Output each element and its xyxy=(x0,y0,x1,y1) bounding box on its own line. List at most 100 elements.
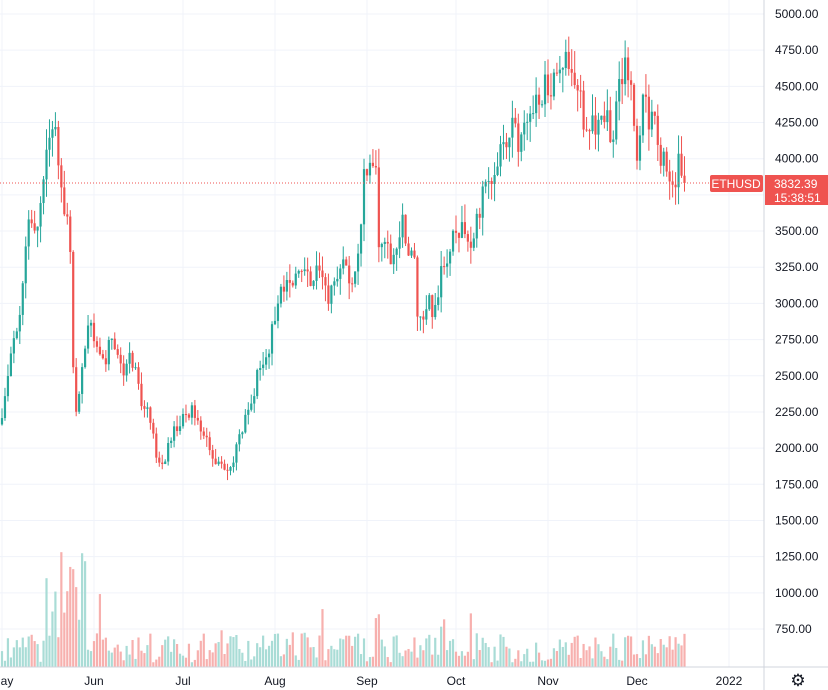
candle-body xyxy=(48,137,51,150)
volume-bar xyxy=(285,638,288,667)
volume-bar xyxy=(487,647,490,667)
volume-bar xyxy=(362,638,366,667)
volume-bar xyxy=(146,645,149,667)
volume-bar xyxy=(33,641,36,667)
grid xyxy=(0,0,764,667)
volume-bar xyxy=(463,655,467,667)
volume-bar xyxy=(223,654,226,667)
candle-body xyxy=(318,265,321,271)
volume-bar xyxy=(561,646,564,667)
candle-body xyxy=(650,111,653,130)
candle-body xyxy=(356,253,360,272)
volume-bar xyxy=(484,642,487,667)
candle-body xyxy=(104,358,107,365)
volume-bar xyxy=(318,635,321,667)
volume-bar xyxy=(576,635,579,667)
candle-body xyxy=(368,162,372,176)
candle-body xyxy=(24,246,27,284)
candle-body xyxy=(674,184,677,188)
volume-bar xyxy=(434,637,437,667)
candle-body xyxy=(371,162,375,167)
volume-bar xyxy=(546,659,550,667)
volume-bar xyxy=(232,637,235,667)
volume-bar xyxy=(457,655,461,667)
candle-body xyxy=(333,281,336,286)
volume-bar xyxy=(137,637,140,667)
candle-body xyxy=(446,263,449,267)
candle-body xyxy=(517,123,520,152)
candle-body xyxy=(683,175,686,184)
volume-bar xyxy=(116,644,119,667)
candle-body xyxy=(256,369,259,397)
candle-body xyxy=(66,214,69,217)
candle-body xyxy=(413,250,416,258)
candle-body xyxy=(45,149,48,180)
volume-bar xyxy=(647,635,650,667)
volume-bar xyxy=(270,640,274,667)
gear-icon[interactable]: ⚙ xyxy=(790,671,805,690)
candle-body xyxy=(549,95,553,97)
volume-bar xyxy=(119,651,122,667)
volume-bar xyxy=(149,633,152,667)
y-tick-label: 2750.00 xyxy=(775,333,819,347)
volume-bar xyxy=(190,662,194,667)
volume-bar xyxy=(570,642,573,667)
candle-body xyxy=(567,51,570,69)
volume-bar xyxy=(549,658,553,667)
volume-bar xyxy=(662,644,665,667)
candle-body xyxy=(158,457,161,463)
volume-bar xyxy=(683,633,686,667)
volume-bar xyxy=(247,640,250,667)
settings-button[interactable]: ⚙ xyxy=(783,668,813,690)
candle-body xyxy=(463,222,467,235)
volume-bar xyxy=(45,578,48,667)
volume-bar xyxy=(36,644,39,667)
candle-body xyxy=(81,367,84,394)
volume-bar xyxy=(333,649,336,667)
volume-bar xyxy=(170,651,173,667)
candle-body xyxy=(211,450,214,459)
symbol-label[interactable]: ETHUSD xyxy=(710,175,763,192)
volume-bar xyxy=(511,662,514,667)
volume-bar xyxy=(143,653,146,667)
volume-bar xyxy=(187,643,191,667)
candle-body xyxy=(582,90,585,130)
candle-body xyxy=(437,297,440,305)
candle-body xyxy=(190,405,194,418)
volume-bar xyxy=(410,651,413,667)
candle-body xyxy=(113,338,116,350)
candle-body xyxy=(250,403,253,410)
candle-body xyxy=(481,186,484,218)
candle-body xyxy=(167,443,170,462)
volume-bar xyxy=(567,654,570,667)
volume-bar xyxy=(653,646,656,667)
volume-bar xyxy=(24,647,27,667)
volume-bar xyxy=(161,645,164,667)
volume-bar xyxy=(48,635,51,667)
candle-body xyxy=(606,110,609,123)
volume-bar xyxy=(110,652,113,667)
volume-bar xyxy=(0,651,4,667)
volume-bar xyxy=(413,637,416,667)
y-tick-label: 750.00 xyxy=(775,622,812,636)
candle-body xyxy=(362,169,366,225)
candle-body xyxy=(238,434,241,445)
volume-bar xyxy=(377,614,380,667)
volume-bar xyxy=(629,636,633,667)
candle-body xyxy=(359,224,363,254)
candle-body xyxy=(6,376,10,397)
candle-body xyxy=(448,251,452,264)
volume-bar xyxy=(312,647,315,667)
candle-body xyxy=(434,304,437,318)
candle-body xyxy=(624,57,627,85)
volume-bar xyxy=(401,656,404,667)
volume-bar xyxy=(573,636,576,667)
candle-body xyxy=(125,363,128,376)
volume-bar xyxy=(95,633,99,667)
volume-bar xyxy=(327,649,330,667)
candle-body xyxy=(122,363,125,376)
candle-body xyxy=(164,461,167,464)
volume-bar xyxy=(72,569,75,667)
